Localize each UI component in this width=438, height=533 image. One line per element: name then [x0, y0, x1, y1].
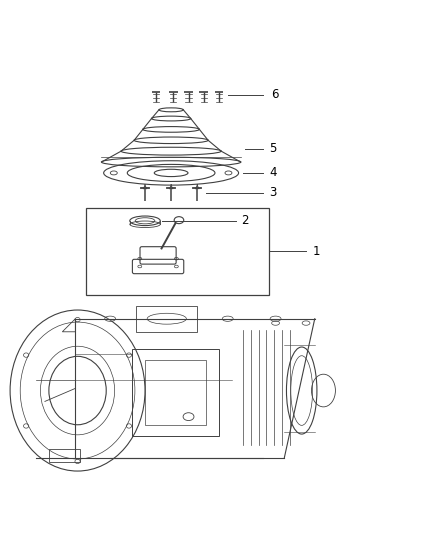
Bar — [132, 349, 219, 436]
Text: 3: 3 — [269, 186, 276, 199]
Text: 6: 6 — [271, 88, 279, 101]
Text: 5: 5 — [269, 142, 276, 156]
Bar — [86, 208, 269, 295]
Bar — [49, 449, 80, 462]
Text: 2: 2 — [241, 214, 248, 227]
Text: 1: 1 — [313, 245, 320, 258]
Text: 4: 4 — [269, 166, 276, 180]
Bar — [145, 360, 206, 425]
Bar — [136, 305, 197, 332]
